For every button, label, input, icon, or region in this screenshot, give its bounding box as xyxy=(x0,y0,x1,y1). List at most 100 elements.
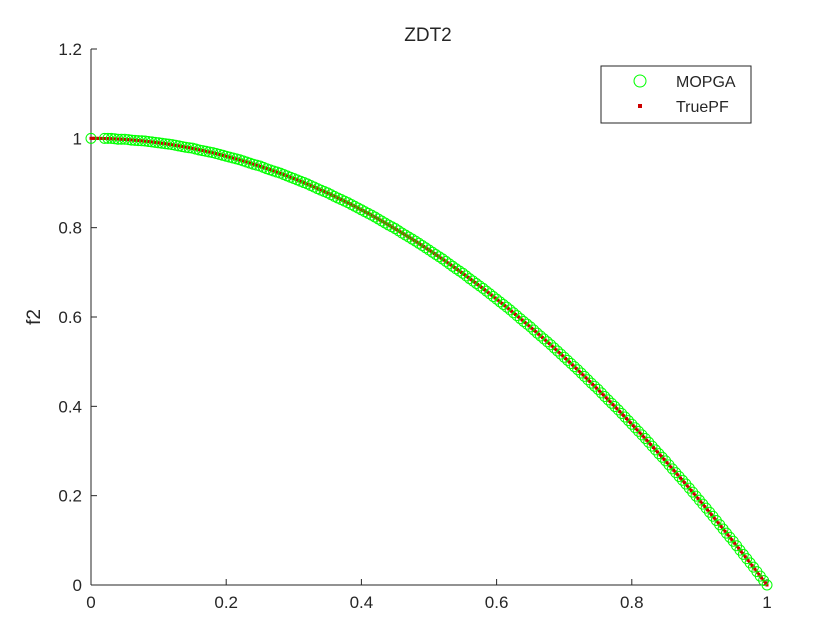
mopga-point xyxy=(683,482,695,494)
legend: MOPGA TruePF xyxy=(600,65,752,124)
mopga-point xyxy=(585,377,597,389)
mopga-point xyxy=(602,394,614,406)
truepf-point xyxy=(762,579,766,583)
mopga-point xyxy=(457,267,469,279)
mopga-point xyxy=(555,348,567,360)
mopga-point xyxy=(85,132,97,144)
mopga-point xyxy=(551,345,563,357)
truepf-point xyxy=(678,476,682,480)
mopga-point xyxy=(572,364,584,376)
truepf-point xyxy=(680,478,684,482)
mopga-point xyxy=(656,451,668,463)
mopga-point xyxy=(531,327,543,339)
mopga-point xyxy=(666,463,678,475)
mopga-point xyxy=(649,444,661,456)
truepf-point xyxy=(722,528,726,532)
chart-title: ZDT2 xyxy=(404,25,452,46)
axes: 0 0.2 0.4 0.6 0.8 1 0 0.2 0.4 0.6 0.8 1 1.2 xyxy=(58,40,771,612)
truepf-point xyxy=(733,541,737,545)
legend-mopga-marker xyxy=(633,74,647,88)
y-tick-label: 0.2 xyxy=(58,487,82,506)
truepf-point xyxy=(758,574,762,578)
truepf-point xyxy=(703,505,707,509)
mopga-point xyxy=(660,455,672,467)
x-tick-label: 1 xyxy=(762,593,771,612)
truepf-point xyxy=(739,550,743,554)
mopga-point xyxy=(680,478,692,490)
mopga-point xyxy=(508,307,519,319)
mopga-point xyxy=(646,440,658,452)
mopga-point xyxy=(589,380,601,392)
truepf-point xyxy=(730,538,734,542)
mopga-point xyxy=(687,486,699,498)
truepf-point xyxy=(695,495,699,499)
mopga-point xyxy=(700,502,712,514)
mopga-point xyxy=(636,429,648,441)
truepf-point xyxy=(685,484,689,488)
truepf-point xyxy=(689,489,693,493)
x-tick-label: 0.8 xyxy=(620,593,644,612)
mopga-point xyxy=(697,498,709,510)
truepf-point xyxy=(660,455,664,459)
mopga-point xyxy=(578,370,590,382)
truepf-point xyxy=(658,453,662,457)
truepf-point xyxy=(757,572,761,576)
truepf-point xyxy=(746,558,750,562)
truepf-point xyxy=(727,534,731,538)
truepf-point xyxy=(715,519,719,523)
truepf-point xyxy=(672,468,676,472)
mopga-point xyxy=(504,304,516,316)
truepf-point xyxy=(701,503,705,507)
truepf-point xyxy=(707,509,711,513)
y-axis-label: f2 xyxy=(24,309,45,325)
truepf-point xyxy=(741,551,745,555)
mopga-point xyxy=(643,436,655,448)
mopga-point xyxy=(491,293,503,305)
mopga-point xyxy=(565,357,577,369)
legend-box xyxy=(600,65,752,124)
y-tick-label: 1.2 xyxy=(58,40,82,59)
truepf-point xyxy=(708,511,712,515)
y-tick-label: 1 xyxy=(73,129,82,148)
mopga-point xyxy=(528,324,540,336)
truepf-point xyxy=(674,471,678,475)
truepf-point xyxy=(742,553,746,557)
mopga-point xyxy=(670,467,682,479)
truepf-point xyxy=(676,473,680,477)
mopga-point xyxy=(541,336,553,348)
truepf-point xyxy=(687,485,691,489)
truepf-point xyxy=(681,479,685,483)
truepf-point xyxy=(700,501,704,505)
truepf-point xyxy=(668,464,672,468)
mopga-point xyxy=(653,448,665,460)
mopga-point xyxy=(673,470,685,482)
truepf-point xyxy=(699,500,703,504)
mopga-point xyxy=(548,342,560,354)
mopga-point xyxy=(761,579,773,591)
mopga-point xyxy=(521,318,533,330)
x-tick-label: 0.2 xyxy=(214,593,238,612)
x-tick-label: 0.6 xyxy=(485,593,509,612)
y-tick-label: 0.6 xyxy=(58,308,82,327)
mopga-point xyxy=(677,474,688,486)
truepf-point xyxy=(735,545,739,549)
truepf-point xyxy=(683,481,687,485)
truepf-point xyxy=(712,516,716,520)
mopga-point xyxy=(599,391,611,403)
mopga-point xyxy=(592,383,604,395)
mopga-point xyxy=(494,296,506,308)
truepf-point xyxy=(747,560,751,564)
truepf-point xyxy=(669,465,673,469)
truepf-point xyxy=(661,456,665,460)
mopga-point xyxy=(568,361,580,373)
truepf-point xyxy=(692,492,696,496)
legend-truepf-marker xyxy=(638,104,642,108)
legend-truepf-label: TruePF xyxy=(676,99,729,116)
mopga-point xyxy=(535,330,547,342)
mopga-point xyxy=(606,397,618,409)
mopga-point xyxy=(545,339,557,351)
truepf-point xyxy=(765,583,769,587)
truepf-point xyxy=(706,508,710,512)
